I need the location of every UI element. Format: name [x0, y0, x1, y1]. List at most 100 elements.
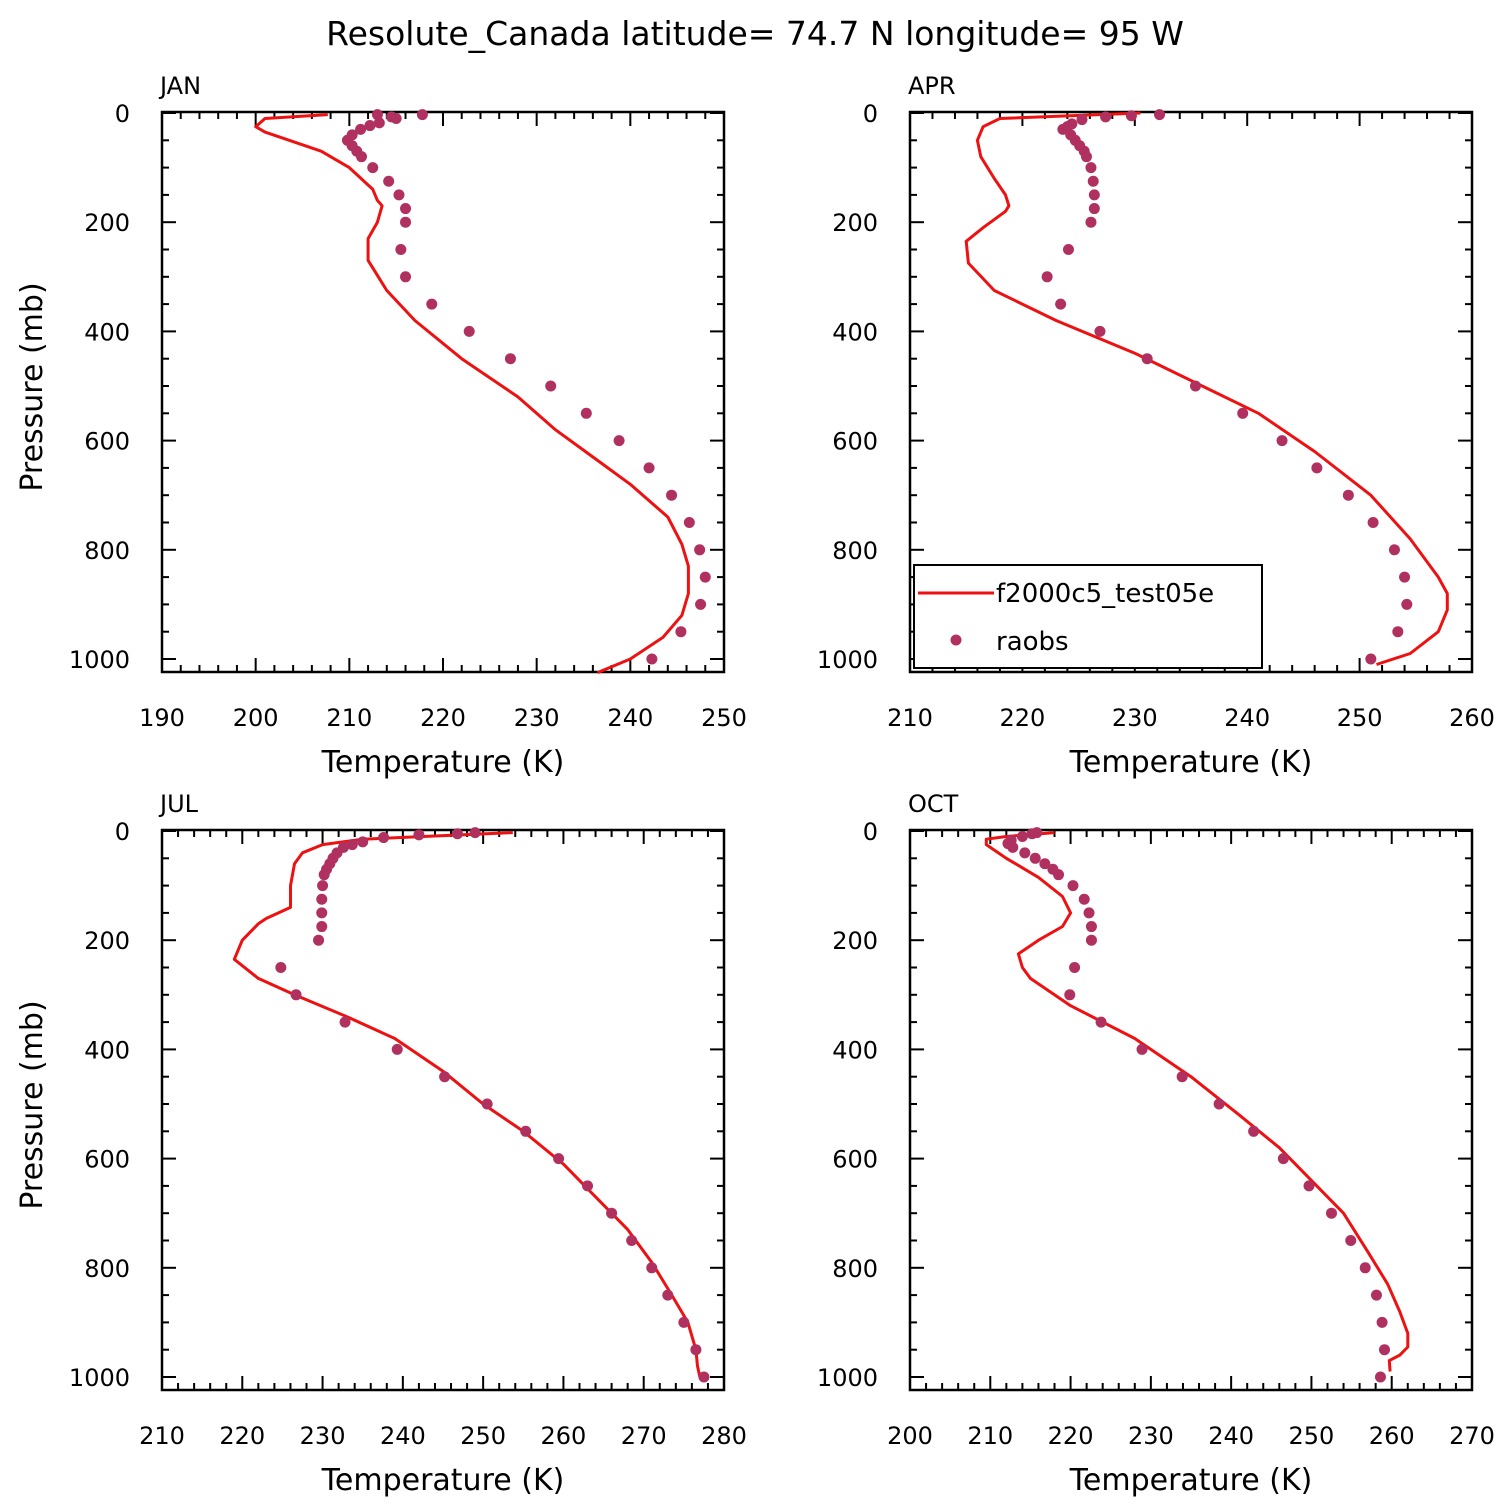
obs-point — [1100, 111, 1112, 123]
y-tick-label: 200 — [84, 209, 130, 237]
obs-point — [1088, 189, 1100, 201]
x-tick-label: 200 — [233, 704, 279, 732]
y-tick-label: 1000 — [69, 1364, 130, 1392]
legend-obs-label: raobs — [996, 627, 1069, 657]
obs-point — [1083, 907, 1095, 919]
y-tick-label: 400 — [84, 1036, 130, 1064]
y-tick-label: 0 — [863, 100, 878, 128]
legend-dot-swatch — [950, 634, 962, 646]
obs-point — [1007, 841, 1019, 853]
panel-label: JAN — [158, 72, 201, 100]
obs-point — [646, 653, 658, 665]
obs-point — [356, 151, 368, 163]
y-tick-label: 800 — [84, 537, 130, 565]
obs-point — [666, 489, 678, 501]
obs-point — [413, 829, 425, 841]
obs-point — [383, 175, 395, 187]
y-tick-label: 400 — [832, 1036, 878, 1064]
obs-point — [1392, 626, 1404, 638]
obs-point — [367, 162, 379, 174]
obs-point — [1026, 828, 1038, 840]
x-tick-label: 210 — [326, 704, 372, 732]
obs-point — [1154, 109, 1166, 121]
y-tick-label: 1000 — [817, 646, 878, 674]
obs-point — [1067, 880, 1079, 892]
obs-point — [1345, 1235, 1357, 1246]
obs-point — [1085, 921, 1097, 933]
y-tick-label: 0 — [115, 100, 130, 128]
obs-point — [1213, 1098, 1225, 1110]
obs-point — [481, 1098, 493, 1110]
obs-point — [1237, 407, 1249, 419]
y-tick-label: 600 — [84, 1146, 130, 1174]
obs-point — [1342, 489, 1354, 501]
plot-frame — [908, 110, 1474, 674]
y-tick-label: 200 — [84, 927, 130, 955]
panel-label: APR — [908, 72, 956, 100]
x-tick-label: 280 — [701, 1422, 747, 1450]
obs-point — [416, 109, 428, 121]
obs-point — [1041, 271, 1053, 283]
obs-point — [1370, 1289, 1382, 1301]
x-tick-label: 220 — [999, 704, 1045, 732]
y-tick-label: 200 — [832, 927, 878, 955]
model-line — [964, 111, 1449, 666]
obs-point — [469, 827, 481, 839]
obs-point — [504, 353, 516, 365]
y-tick-label: 200 — [832, 209, 878, 237]
x-tick-label: 190 — [139, 704, 185, 732]
x-axis-label: Temperature (K) — [321, 1463, 565, 1498]
obs-point — [606, 1207, 618, 1219]
obs-point — [400, 216, 412, 228]
y-tick-label: 600 — [832, 428, 878, 456]
obs-point — [378, 832, 390, 844]
x-tick-label: 210 — [887, 704, 933, 732]
obs-point — [1359, 1262, 1371, 1274]
obs-point — [1311, 462, 1323, 474]
obs-point — [643, 462, 655, 474]
obs-point — [1057, 123, 1069, 135]
model-line — [984, 831, 1410, 1372]
obs-point — [1125, 110, 1137, 122]
model-line — [232, 831, 702, 1378]
obs-point — [698, 1371, 710, 1383]
obs-point — [1276, 435, 1288, 447]
obs-point — [339, 1016, 351, 1028]
obs-point — [1136, 1043, 1148, 1055]
obs-point — [316, 921, 328, 933]
obs-point — [1189, 380, 1201, 392]
x-tick-label: 230 — [514, 704, 560, 732]
obs-point — [1141, 353, 1153, 365]
obs-point — [391, 1043, 403, 1055]
x-tick-label: 210 — [967, 1422, 1013, 1450]
obs-point — [373, 117, 385, 129]
obs-point — [316, 893, 328, 905]
obs-point — [355, 123, 367, 135]
obs-point — [1085, 216, 1097, 228]
x-tick-label: 250 — [1289, 1422, 1335, 1450]
obs-point — [1080, 151, 1092, 163]
x-tick-label: 240 — [380, 1422, 426, 1450]
x-tick-label: 210 — [139, 1422, 185, 1450]
obs-point — [318, 869, 330, 881]
y-tick-label: 400 — [84, 318, 130, 346]
obs-point — [1376, 1316, 1388, 1328]
obs-point — [1095, 1016, 1107, 1028]
legend-model-label: f2000c5_test05e — [996, 579, 1214, 609]
obs-point — [316, 907, 328, 919]
obs-point — [1062, 244, 1074, 255]
obs-point — [426, 298, 438, 310]
obs-point — [690, 1344, 702, 1356]
plot-frame — [160, 828, 726, 1392]
y-tick-label: 0 — [115, 818, 130, 846]
obs-point — [1088, 203, 1100, 215]
obs-point — [1019, 847, 1031, 859]
x-tick-label: 220 — [420, 704, 466, 732]
obs-point — [275, 962, 287, 973]
obs-point — [1078, 893, 1090, 905]
model-line — [254, 113, 690, 674]
panel-label: OCT — [908, 790, 959, 818]
obs-point — [1326, 1207, 1337, 1219]
